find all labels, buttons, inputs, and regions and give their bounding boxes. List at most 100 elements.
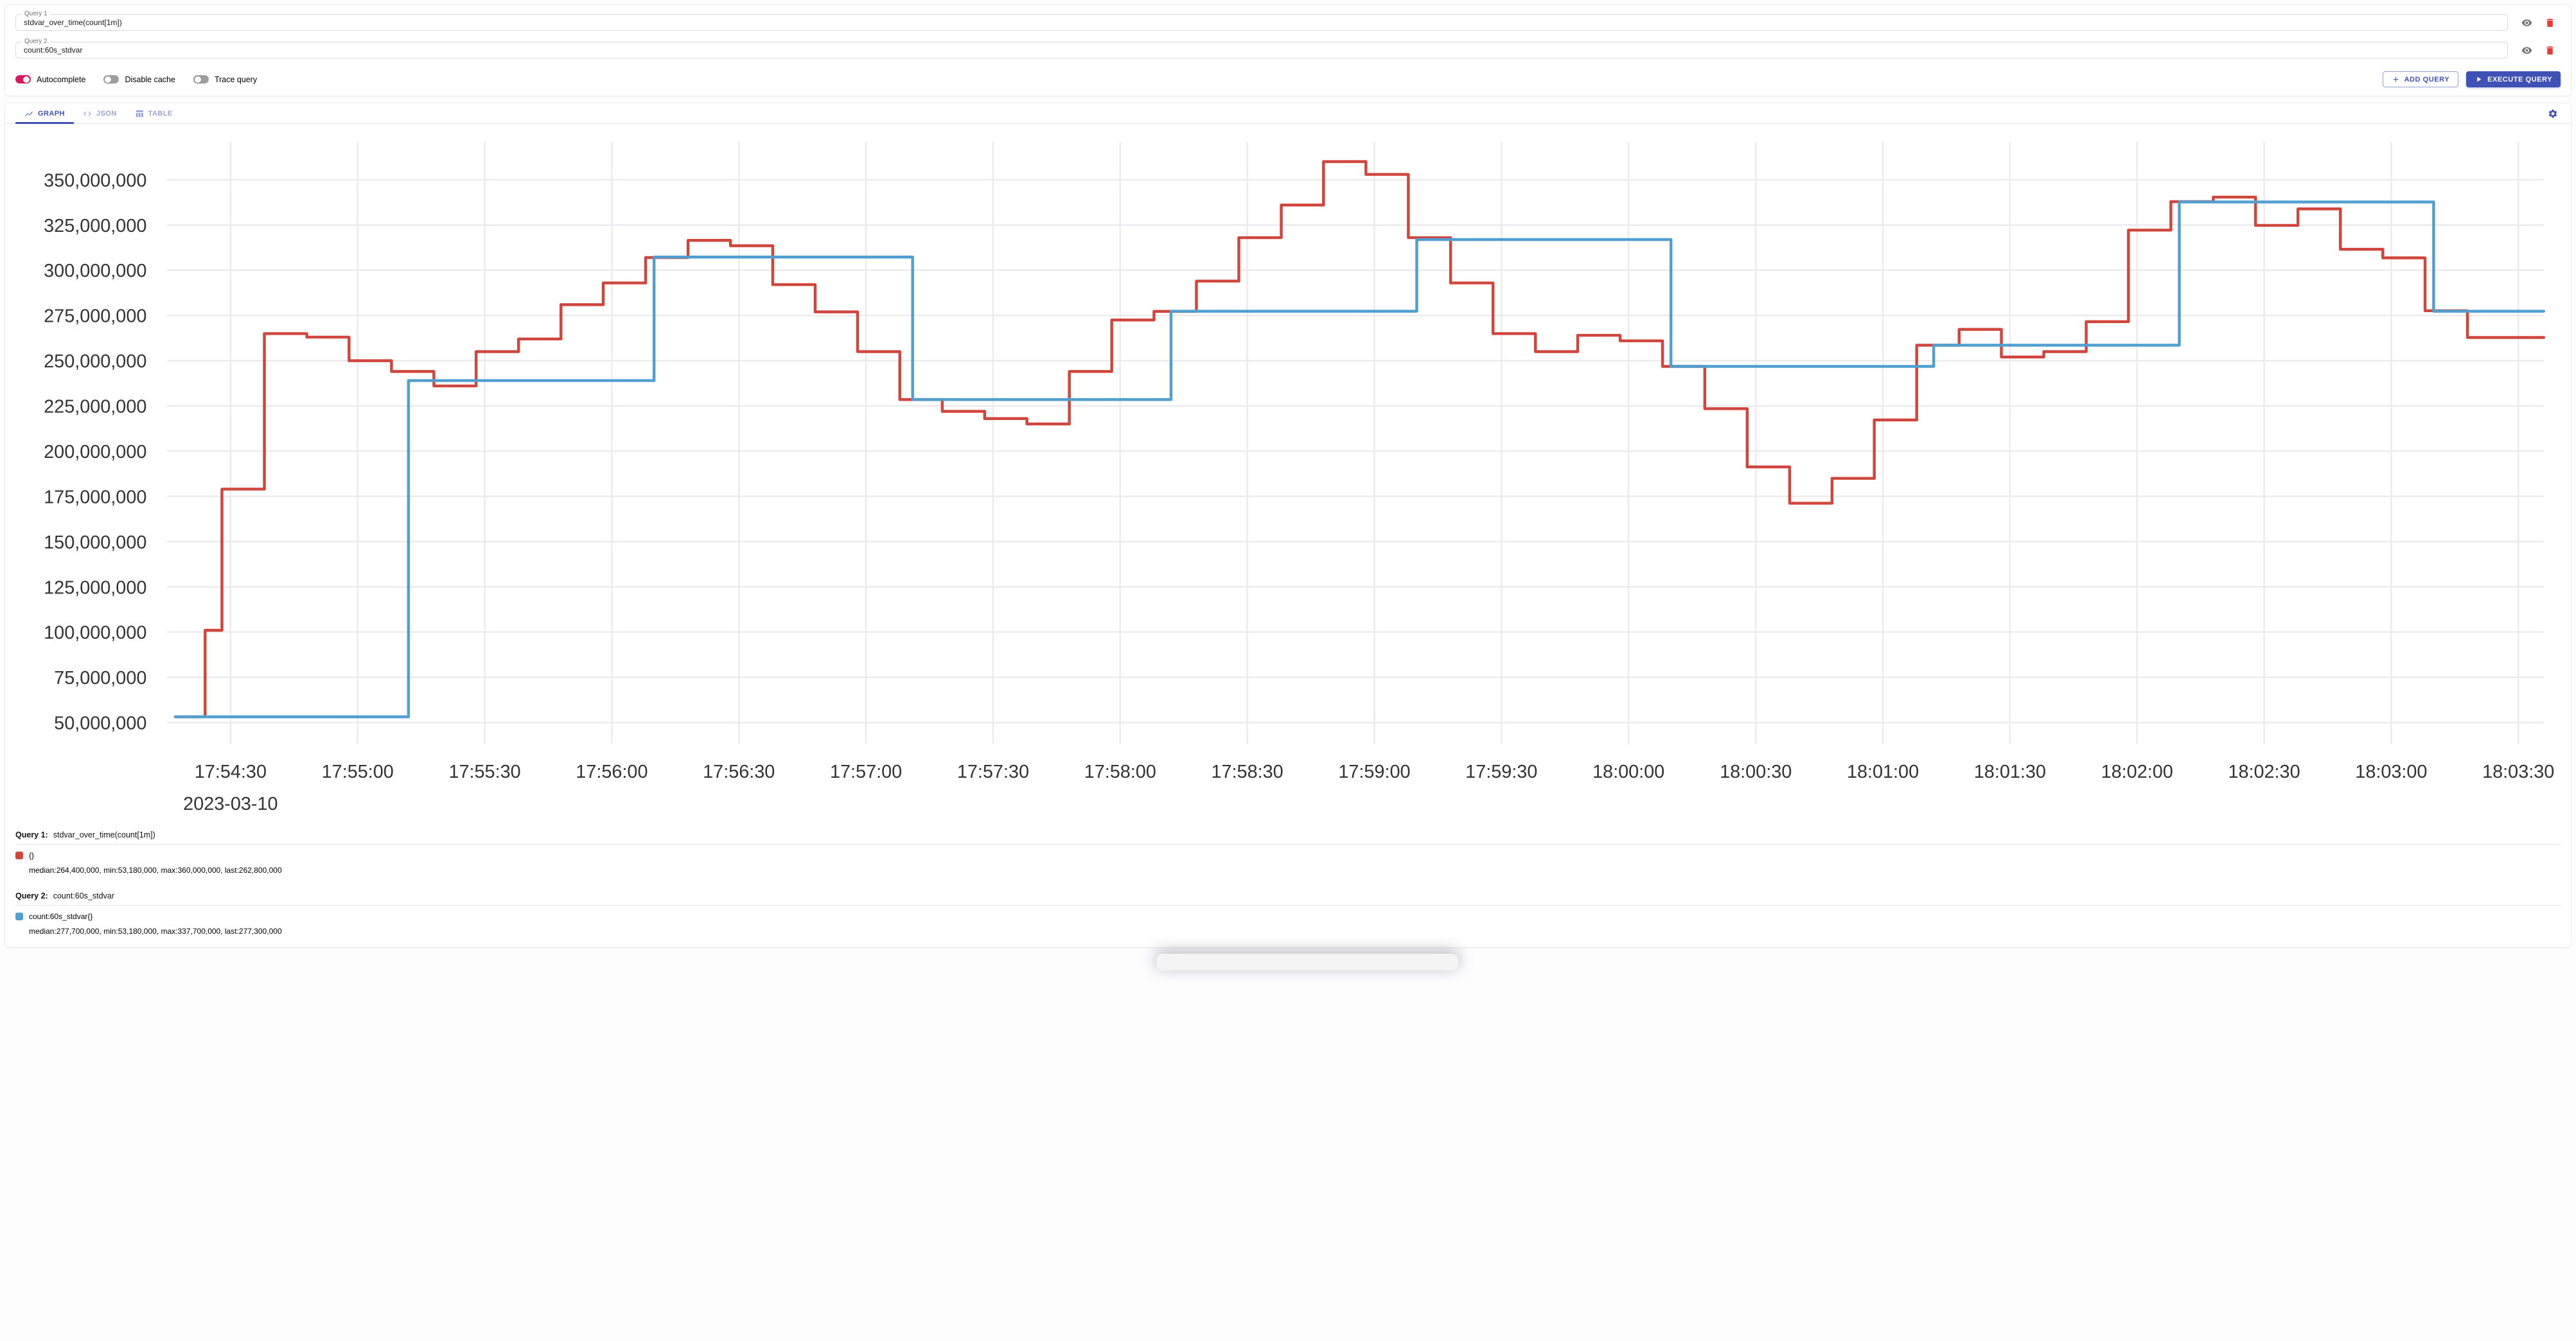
query-controls-row: Autocomplete Disable cache Trace query A…	[15, 71, 2561, 87]
disable-cache-label: Disable cache	[125, 74, 175, 84]
query-2-input[interactable]: count:60s_stdvar	[24, 46, 83, 55]
svg-text:350,000,000: 350,000,000	[44, 170, 146, 191]
execute-query-label: EXECUTE QUERY	[2487, 75, 2552, 83]
trace-query-switch[interactable]	[193, 75, 209, 83]
tab-table-label: TABLE	[148, 110, 173, 118]
query-2-label: Query 2	[22, 38, 50, 46]
svg-text:75,000,000: 75,000,000	[54, 668, 146, 688]
tab-table[interactable]: TABLE	[126, 103, 182, 123]
legend-query-1-title: Query 1: stdvar_over_time(count[1m])	[15, 830, 2561, 839]
svg-text:18:03:30: 18:03:30	[2482, 762, 2554, 782]
plus-icon	[2393, 76, 2398, 82]
svg-text:325,000,000: 325,000,000	[44, 216, 146, 236]
svg-text:225,000,000: 225,000,000	[44, 397, 146, 417]
svg-text:18:00:30: 18:00:30	[1720, 762, 1792, 782]
series-1-label: {}	[29, 851, 35, 861]
legend-divider	[15, 844, 2561, 845]
svg-text:17:57:00: 17:57:00	[830, 762, 902, 782]
series-1-stats: median:264,400,000, min:53,180,000, max:…	[29, 866, 282, 875]
svg-text:17:57:30: 17:57:30	[957, 762, 1029, 782]
query-1-delete-button[interactable]	[2543, 15, 2557, 30]
tab-json-label: JSON	[96, 110, 117, 118]
bottom-peek-shadow	[1156, 954, 1458, 971]
svg-text:18:02:00: 18:02:00	[2101, 762, 2173, 782]
chart-svg[interactable]: 50,000,000 75,000,000 100,000,000 125,000,0…	[15, 132, 2561, 821]
series-2-stats: median:277,700,000, min:53,180,000, max:…	[29, 927, 282, 936]
view-tabbar: GRAPH JSON TABLE	[5, 103, 2571, 124]
query-1-text-rest: (count[1m])	[83, 18, 122, 27]
svg-text:250,000,000: 250,000,000	[44, 351, 146, 372]
trash-icon	[2546, 46, 2553, 55]
svg-text:125,000,000: 125,000,000	[44, 577, 146, 598]
svg-text:275,000,000: 275,000,000	[44, 306, 146, 327]
chart-area[interactable]: 50,000,000 75,000,000 100,000,000 125,000,0…	[5, 124, 2571, 821]
svg-text:17:56:00: 17:56:00	[576, 762, 648, 782]
legend-series-1[interactable]: {}	[15, 851, 2561, 860]
svg-text:150,000,000: 150,000,000	[44, 532, 146, 553]
series-2-label: count:60s_stdvar{}	[29, 912, 93, 922]
query-1-visibility-button[interactable]	[2519, 15, 2534, 30]
legend-group-query-1: Query 1: stdvar_over_time(count[1m]) {} m…	[15, 830, 2561, 875]
legend-query-1-label: Query 1:	[15, 830, 48, 840]
results-panel: GRAPH JSON TABLE 50,000,000 75,000,000 100…	[5, 103, 2571, 948]
svg-text:2023-03-10: 2023-03-10	[183, 794, 278, 814]
svg-text:17:56:30: 17:56:30	[703, 762, 775, 782]
code-icon	[84, 111, 91, 116]
legend-group-query-2: Query 2: count:60s_stdvar count:60s_stdva…	[15, 891, 2561, 936]
autocomplete-switch[interactable]	[15, 75, 31, 83]
svg-text:18:03:00: 18:03:00	[2355, 762, 2427, 782]
toggle-autocomplete[interactable]: Autocomplete	[15, 75, 85, 84]
query-1-input[interactable]: stdvar_over_time(count[1m])	[24, 18, 2500, 27]
tab-json[interactable]: JSON	[74, 103, 126, 123]
query-1-label: Query 1	[22, 10, 50, 18]
trash-icon	[2546, 18, 2553, 27]
autocomplete-label: Autocomplete	[37, 74, 86, 84]
svg-text:50,000,000: 50,000,000	[54, 713, 146, 733]
legend-query-2-label: Query 2:	[15, 891, 48, 901]
svg-text:300,000,000: 300,000,000	[44, 261, 146, 281]
add-query-label: ADD QUERY	[2404, 75, 2450, 83]
eye-icon	[2521, 19, 2532, 26]
gear-icon	[2548, 109, 2557, 118]
svg-text:17:58:30: 17:58:30	[1212, 762, 1284, 782]
svg-text:17:55:00: 17:55:00	[322, 762, 394, 782]
query-2-visibility-button[interactable]	[2519, 43, 2534, 57]
legend-query-1-expr: stdvar_over_time(count[1m])	[53, 830, 155, 840]
toggle-trace-query[interactable]: Trace query	[193, 75, 257, 84]
legend-query-2-expr: count:60s_stdvar	[53, 891, 114, 901]
toggle-disable-cache[interactable]: Disable cache	[103, 75, 175, 84]
eye-icon	[2521, 46, 2532, 54]
query-2-delete-button[interactable]	[2543, 43, 2557, 57]
svg-text:18:01:00: 18:01:00	[1847, 762, 1919, 782]
query-action-buttons: ADD QUERY EXECUTE QUERY	[2382, 71, 2561, 87]
app: { "colors": { "primary": "#3f51b5", "tog…	[5, 5, 2571, 948]
tab-graph[interactable]: GRAPH	[15, 103, 74, 124]
query-1-field[interactable]: Query 1 stdvar_over_time(count[1m])	[15, 10, 2508, 31]
svg-text:175,000,000: 175,000,000	[44, 487, 146, 507]
legend-series-2[interactable]: count:60s_stdvar{}	[15, 912, 2561, 921]
query-row-2: Query 2 count:60s_stdvar	[15, 38, 2561, 58]
svg-text:18:00:00: 18:00:00	[1592, 762, 1664, 782]
series-2-swatch	[15, 913, 23, 921]
query-row-1: Query 1 stdvar_over_time(count[1m])	[15, 10, 2561, 31]
add-query-button[interactable]: ADD QUERY	[2382, 71, 2459, 87]
chart-legend: Query 1: stdvar_over_time(count[1m]) {} m…	[5, 821, 2571, 936]
play-icon	[2477, 76, 2482, 82]
disable-cache-switch[interactable]	[103, 75, 119, 83]
graph-settings-button[interactable]	[2545, 106, 2561, 121]
query-2-field[interactable]: Query 2 count:60s_stdvar	[15, 38, 2508, 58]
query-toggles: Autocomplete Disable cache Trace query	[15, 75, 257, 84]
svg-text:17:59:30: 17:59:30	[1465, 762, 1537, 782]
table-icon	[136, 110, 143, 118]
svg-text:17:59:00: 17:59:00	[1338, 762, 1410, 782]
tab-graph-label: GRAPH	[38, 110, 65, 118]
svg-text:100,000,000: 100,000,000	[44, 623, 146, 644]
svg-text:18:02:30: 18:02:30	[2228, 762, 2300, 782]
series-1-swatch	[15, 852, 23, 860]
legend-divider	[15, 905, 2561, 906]
query-panel: Query 1 stdvar_over_time(count[1m]) Quer…	[5, 5, 2571, 96]
query-1-text-underlined: stdvar_over_time	[24, 18, 84, 27]
svg-text:200,000,000: 200,000,000	[44, 442, 146, 462]
trace-query-label: Trace query	[214, 74, 258, 84]
execute-query-button[interactable]: EXECUTE QUERY	[2466, 71, 2561, 87]
